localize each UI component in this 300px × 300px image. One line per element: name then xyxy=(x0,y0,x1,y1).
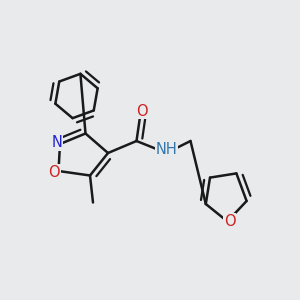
Text: O: O xyxy=(136,103,148,118)
Text: O: O xyxy=(48,165,60,180)
Text: N: N xyxy=(52,135,62,150)
Text: O: O xyxy=(224,214,236,229)
Text: NH: NH xyxy=(156,142,177,158)
